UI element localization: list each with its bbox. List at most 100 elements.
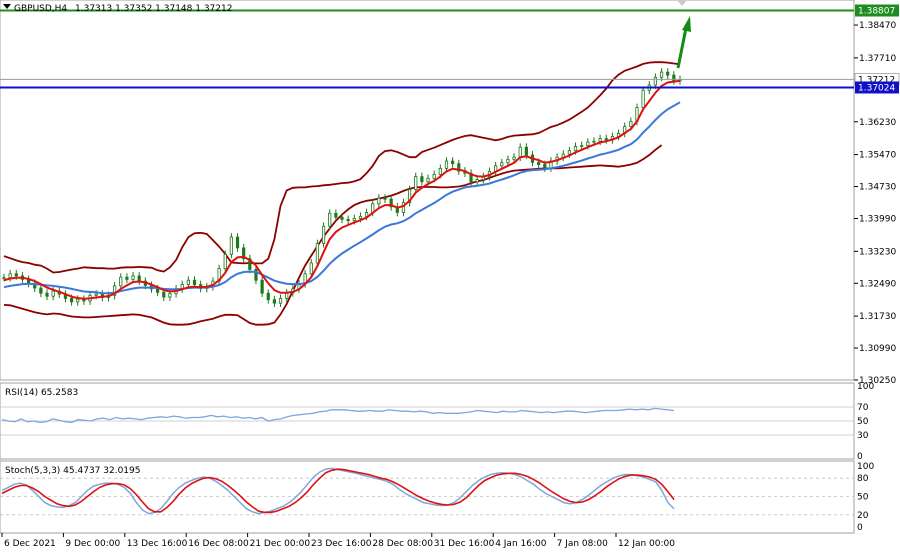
stoch-d-line — [1, 468, 675, 514]
candle-body — [229, 236, 233, 255]
stoch-panel — [0, 460, 855, 534]
price-tick-label: 1.36230 — [859, 118, 896, 128]
time-tick-label: 4 Jan 16:00 — [495, 539, 547, 549]
candle-body — [248, 258, 252, 270]
fast-ma-line — [3, 79, 681, 300]
candle-body — [156, 288, 160, 293]
candle-body — [426, 177, 430, 183]
candle-body — [162, 291, 166, 298]
candle-body — [186, 279, 190, 285]
time-tick-label: 7 Jan 08:00 — [557, 539, 609, 549]
stoch-level-label: 20 — [857, 511, 869, 521]
price-tick-label: 1.31730 — [859, 312, 896, 322]
candle-body — [543, 164, 547, 169]
candle-body — [131, 275, 135, 280]
candle-body — [420, 176, 424, 183]
candle-body — [45, 292, 49, 297]
rsi-level-label: 70 — [857, 403, 869, 413]
price-tick-label: 1.30990 — [859, 344, 896, 354]
time-tick-label: 13 Dec 16:00 — [127, 539, 188, 549]
candle-body — [432, 174, 436, 179]
price-tick-label: 1.30250 — [859, 376, 896, 386]
rsi-label: RSI(14) 65.2583 — [5, 388, 78, 398]
main-panel — [0, 0, 855, 381]
candle-body — [666, 71, 670, 76]
candle-body — [580, 145, 584, 147]
rsi-level-label: 100 — [857, 382, 874, 392]
candle-body — [70, 297, 74, 303]
time-tick-label: 23 Dec 16:00 — [311, 539, 372, 549]
candle-body — [346, 218, 350, 222]
candle-body — [444, 160, 449, 169]
candle-body — [506, 158, 510, 164]
price-tick-label: 1.32490 — [859, 279, 896, 289]
candle-body — [328, 212, 332, 227]
candle-body — [168, 293, 172, 298]
symbol-label: GBPUSD,H4 — [14, 4, 67, 14]
candle-body — [653, 76, 658, 86]
candle-body — [451, 160, 455, 165]
candle-body — [358, 215, 363, 219]
candle-body — [383, 197, 387, 200]
candle-body — [321, 225, 326, 244]
candle-body — [573, 145, 578, 152]
candle-body — [598, 138, 602, 142]
candle-body — [315, 243, 320, 264]
candle-body — [524, 146, 528, 156]
stoch-level-label: 100 — [857, 462, 874, 472]
candle-body — [389, 198, 393, 208]
candle-body — [592, 140, 596, 143]
candle-body — [512, 156, 516, 160]
stoch-level-label: 0 — [857, 523, 863, 533]
candle-body — [377, 197, 381, 205]
candle-body — [438, 168, 442, 175]
moving-averages — [3, 79, 681, 300]
candle-body — [500, 162, 504, 167]
candle-body — [125, 276, 129, 280]
level-price-tag: 1.37024 — [855, 81, 899, 94]
rsi-level-label: 50 — [857, 417, 869, 427]
candle-body — [254, 269, 258, 281]
candle-body — [8, 273, 12, 279]
candle-body — [469, 172, 473, 183]
candle-body — [260, 279, 264, 294]
candle-body — [364, 212, 369, 217]
rsi-levels: 100 70 50 30 0 — [0, 382, 874, 462]
candle-body — [266, 292, 270, 301]
price-tick-label: 1.38470 — [859, 21, 896, 31]
price-tick-label: 1.33230 — [859, 247, 896, 257]
candle-body — [242, 247, 246, 260]
candles — [2, 68, 682, 308]
candle-body — [586, 141, 590, 146]
candle-body — [475, 179, 479, 183]
candle-body — [401, 202, 406, 213]
candle-body — [137, 275, 141, 282]
svg-text:1.38807: 1.38807 — [858, 6, 895, 16]
rsi-level-label: 0 — [857, 452, 863, 462]
candle-body — [414, 176, 418, 190]
band-upper-line — [3, 61, 681, 274]
chevron-marker-icon — [677, 0, 687, 6]
stoch-level-label: 50 — [857, 493, 869, 503]
candle-body — [352, 218, 356, 222]
price-tick-label: 1.35470 — [859, 151, 896, 161]
price-axis: 1.38470 1.37710 1.36230 1.35470 1.34730 1.339… — [854, 21, 896, 386]
candle-body — [14, 273, 18, 277]
candle-body — [641, 89, 645, 108]
time-tick-label: 28 Dec 08:00 — [372, 539, 433, 549]
candle-body — [309, 262, 313, 275]
candle-body — [659, 71, 664, 78]
time-axis: 6 Dec 2021 9 Dec 00:00 13 Dec 16:00 16 Dec … — [1, 533, 675, 549]
candle-body — [94, 293, 98, 296]
candle-body — [567, 150, 571, 155]
candle-body — [223, 253, 227, 269]
candle-body — [39, 287, 43, 294]
ohlc-readout: 1.37313 1.37352 1.37148 1.37212 — [75, 4, 232, 14]
svg-text:1.37212: 1.37212 — [858, 75, 895, 85]
symbol-dropdown-icon[interactable] — [3, 4, 11, 9]
price-tick-label: 1.33990 — [859, 215, 896, 225]
candle-body — [119, 276, 123, 287]
candle-body — [192, 279, 197, 285]
time-tick-label: 12 Jan 00:00 — [618, 539, 675, 549]
